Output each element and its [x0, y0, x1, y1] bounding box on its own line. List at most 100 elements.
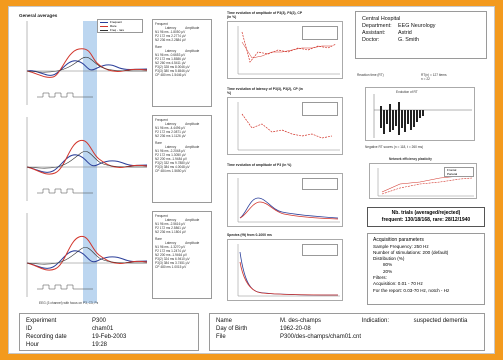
table-row: N2 200 ms -1.9464 µV: [155, 253, 187, 257]
table-group-1: Frequent Latency Amplitude N1 96 ms -1.8…: [152, 19, 212, 107]
efficiency-legend-frontal: Frontal: [447, 168, 457, 172]
table-row: P3(2) 328 ms 8.0046 µV: [155, 65, 190, 69]
reaction-stats-n: n = 22: [421, 77, 430, 81]
acquisition-box: Acquisition parameters Sample Frequency:…: [367, 233, 485, 305]
table-head-latency: Latency: [165, 241, 177, 245]
table-row: N1 96 ms -2.5616 µV: [155, 222, 186, 226]
channel-3-plot: [26, 213, 148, 297]
table-row: N2 236 ms 2.2884 µV: [155, 38, 186, 42]
general-averages-title: General averages: [19, 13, 58, 18]
waveform-legend: Frequent Rare Freq - rare: [97, 19, 143, 33]
chart-3: [227, 173, 343, 227]
table-head-amplitude: Amplitude: [185, 26, 200, 30]
table-rare-title: Rare: [155, 237, 162, 241]
chart-2: [227, 97, 343, 155]
table-row: N2 200 ms -1.9484 µV: [155, 157, 187, 161]
legend-rare: Rare: [110, 24, 117, 28]
table-row: P3(2) 332 ms 9.7880 µV: [155, 161, 190, 165]
trials-box: Nb. trials (averaged/rejected) frequent:…: [367, 207, 485, 227]
table-frequent-title: Frequent: [155, 22, 168, 26]
experiment-info: Experiment P300 ID cham01 Recording date 19…: [19, 313, 199, 351]
acquisition-line: Number of stimulations: 200 (default): [373, 249, 449, 255]
experiment-row: Experiment P300: [26, 318, 107, 324]
eeg-waveforms: [26, 21, 148, 303]
table-row: CP 480 ms 1.5446 µV: [155, 73, 187, 77]
table-row: N2 236 ms 1.1126 µV: [155, 134, 186, 138]
table-row: P2 172 ms 1.8586 µV: [155, 57, 186, 61]
table-head-amplitude: Amplitude: [185, 49, 200, 53]
file-row: File P300/des-champs/cham01.cnt: [216, 334, 362, 340]
p300-window-highlight: [83, 21, 97, 303]
chart-1-title: Time evolution of amplitude of P3(3), P3…: [227, 11, 303, 19]
department-row: Department: EEG Neurology: [362, 23, 436, 29]
chart-1-legend: [302, 26, 338, 40]
channel-1-plot: [26, 21, 148, 105]
table-row: P2 172 ms 1.3050 µV: [155, 153, 186, 157]
table-row: P3(2) 324 ms 6.9410 µV: [155, 257, 190, 261]
acquisition-line: Sample Frequency: 250 Hz: [373, 243, 429, 249]
trials-values: frequent: 130/18/168, rare: 28/12/1940: [381, 217, 471, 223]
chart-3-title: Time evolution of amplitude of P3 (in %): [227, 163, 292, 167]
table-row: P3(3) 380 ms 5.6546 µV: [155, 69, 190, 73]
chart-4-legend: [302, 244, 338, 256]
table-row: N1 96 ms -1.8050 µV: [155, 30, 186, 34]
table-row: N1 96 ms -0.6653 µV: [155, 53, 186, 57]
table-rare-title: Rare: [155, 45, 162, 49]
efficiency-chart: Frontal Parietal: [369, 163, 477, 199]
reaction-caption: Negative RT scores (n = 118, t = 260 ms): [365, 145, 424, 149]
doctor-row: Doctor: G. Smith: [362, 37, 419, 43]
table-row: CP 484 ms 1.5650 µV: [155, 169, 187, 173]
table-row: N1 96 ms -4.4496 µV: [155, 126, 186, 130]
table-frequent-title: Frequent: [155, 118, 168, 122]
table-head-latency: Latency: [165, 49, 177, 53]
table-row: N2 260 ms 4.5411 µV: [155, 61, 186, 65]
report-sheet: General averages Frequent Rare Freq - ra…: [8, 6, 495, 354]
table-row: P3(3) 384 ms 4.0048 µV: [155, 165, 190, 169]
chart-4-title: Spectra (fft) from 0-1000 ms: [227, 233, 272, 237]
table-head-amplitude: Amplitude: [185, 241, 200, 245]
recording-date-row: Recording date 19-Feb-2003: [26, 334, 127, 340]
chart-4: [227, 239, 343, 301]
chart-3-legend: [302, 178, 338, 190]
table-head-amplitude: Amplitude: [185, 145, 200, 149]
table-row: N2 236 ms 1.1804 µV: [155, 230, 186, 234]
table-group-3: Frequent Latency Amplitude N1 96 ms -2.5…: [152, 211, 212, 299]
chart-2-legend: [302, 102, 338, 116]
reaction-stats: RT(n) = 127 items: [421, 73, 447, 77]
efficiency-legend: Frontal Parietal: [444, 167, 474, 177]
table-head-latency: Latency: [165, 145, 177, 149]
acquisition-line: Filters:: [373, 275, 387, 281]
reaction-bars: [380, 102, 424, 135]
table-head-amplitude: Amplitude: [185, 218, 200, 222]
reaction-title: Reaction time (RT): [357, 73, 384, 77]
reaction-chart: Evolution of RT: [365, 87, 475, 141]
acquisition-line: 20%: [383, 268, 393, 274]
hospital-name: Central Hospital: [362, 16, 401, 22]
legend-diff: Freq - rare: [110, 28, 125, 32]
hour-row: Hour 19:28: [26, 342, 108, 348]
table-row: P2 172 ms 2.2774 µV: [155, 34, 186, 38]
reaction-inner-title: Evolution of RT: [396, 90, 418, 94]
table-rare-title: Rare: [155, 141, 162, 145]
id-row: ID cham01: [26, 326, 114, 332]
trials-title: Nb. trials (averaged/rejected): [391, 210, 461, 216]
table-row: P2 172 ms 2.0871 µV: [155, 130, 186, 134]
dob-row: Day of Birth 1962-20-08: [216, 326, 311, 332]
acquisition-line: Acquisition: 0.01 - 70 Hz: [373, 281, 423, 287]
patient-name-row: Name M. des-champs Indication: suspected d…: [216, 318, 468, 324]
hospital-info: Central Hospital Department: EEG Neurolog…: [355, 11, 487, 59]
table-head-latency: Latency: [165, 122, 177, 126]
efficiency-title: Network efficiency plasticity: [389, 157, 432, 161]
efficiency-legend-parietal: Parietal: [447, 172, 458, 176]
table-row: CP 480 ms 1.0015 µV: [155, 265, 187, 269]
table-head-amplitude: Amplitude: [185, 122, 200, 126]
table-frequent-title: Frequent: [155, 214, 168, 218]
acquisition-line: For the report: 0.03-70 Hz, notch - Hz: [373, 287, 450, 293]
acquisition-title: Acquisition parameters: [373, 237, 424, 243]
table-group-2: Frequent Latency Amplitude N1 96 ms -4.4…: [152, 115, 212, 203]
table-row: P3(3) 384 ms 3.7451 µV: [155, 261, 190, 265]
channel-2-plot: [26, 117, 148, 201]
table-row: N1 96 ms -1.3270 µV: [155, 245, 186, 249]
acquisition-line: Distribution (%): [373, 256, 405, 262]
eeg-caption: EEG (3 channel) with focus on P3, C3, Pz: [39, 301, 99, 305]
